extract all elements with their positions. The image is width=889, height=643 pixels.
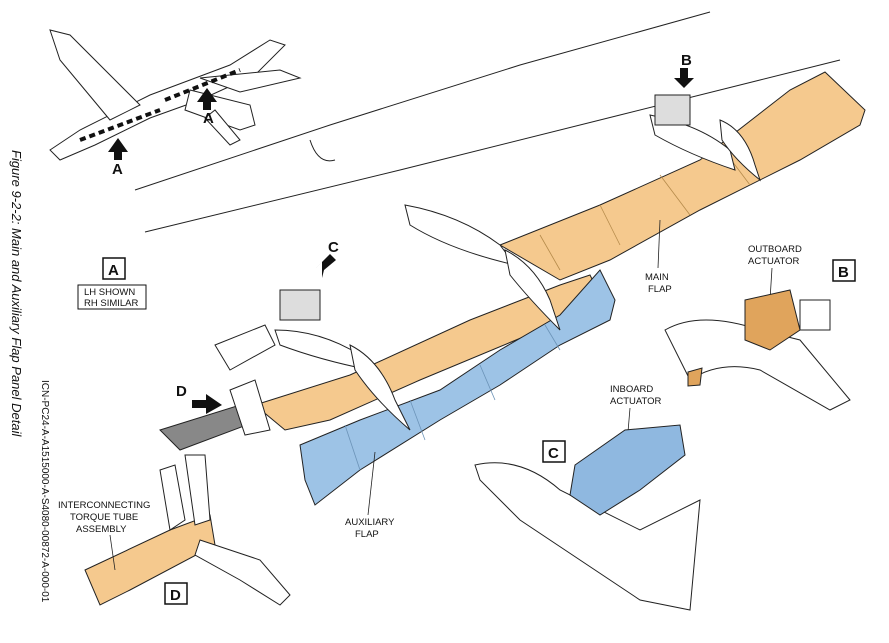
inboard-label-2: ACTUATOR — [610, 396, 662, 407]
auxiliary-flap — [299, 269, 616, 506]
torque-label-3: ASSEMBLY — [76, 524, 127, 535]
main-flap-label-1: MAIN — [645, 272, 669, 283]
arrow-a-lower-label: A — [112, 161, 123, 178]
torque-tube-main-view — [159, 324, 276, 451]
outboard-label-1: OUTBOARD — [748, 244, 802, 255]
view-a-key: A LH SHOWN RH SIMILAR — [77, 257, 147, 310]
view-c-letter: C — [548, 445, 559, 462]
main-flap-label-2: FLAP — [648, 284, 672, 295]
arrow-c: C — [316, 239, 339, 278]
detail-b: OUTBOARD ACTUATOR B — [664, 244, 856, 411]
aircraft-thumbnail — [49, 29, 302, 161]
view-b-letter: B — [838, 264, 849, 281]
mechanism-hardware — [279, 94, 691, 321]
arrow-d-label: D — [176, 383, 187, 400]
view-a-note-1: LH SHOWN — [84, 287, 135, 298]
detail-c: INBOARD ACTUATOR C — [474, 384, 701, 611]
view-a-note-2: RH SIMILAR — [84, 298, 139, 309]
outboard-label-2: ACTUATOR — [748, 256, 800, 267]
arrow-b: B — [674, 52, 694, 88]
view-a-letter: A — [108, 262, 119, 279]
torque-label-1: INTERCONNECTING — [58, 500, 150, 511]
arrow-d: D — [176, 383, 222, 414]
detail-d: INTERCONNECTING TORQUE TUBE ASSEMBLY D — [58, 454, 291, 606]
view-d-letter: D — [170, 587, 181, 604]
main-flap-callout: MAIN FLAP — [645, 219, 672, 295]
arrow-c-label: C — [328, 239, 339, 256]
inboard-label-1: INBOARD — [610, 384, 653, 395]
aux-flap-label-2: FLAP — [355, 529, 379, 540]
aux-flap-label-1: AUXILIARY — [345, 517, 395, 528]
arrow-a-upper: A — [197, 88, 217, 127]
arrow-a-upper-label: A — [203, 110, 214, 127]
torque-label-2: TORQUE TUBE — [70, 512, 138, 523]
wing-outline — [134, 11, 841, 233]
arrow-a-lower: A — [108, 138, 128, 178]
arrow-b-label: B — [681, 52, 692, 69]
auxiliary-flap-callout: AUXILIARY FLAP — [345, 451, 395, 540]
flap-fairings — [274, 114, 762, 431]
